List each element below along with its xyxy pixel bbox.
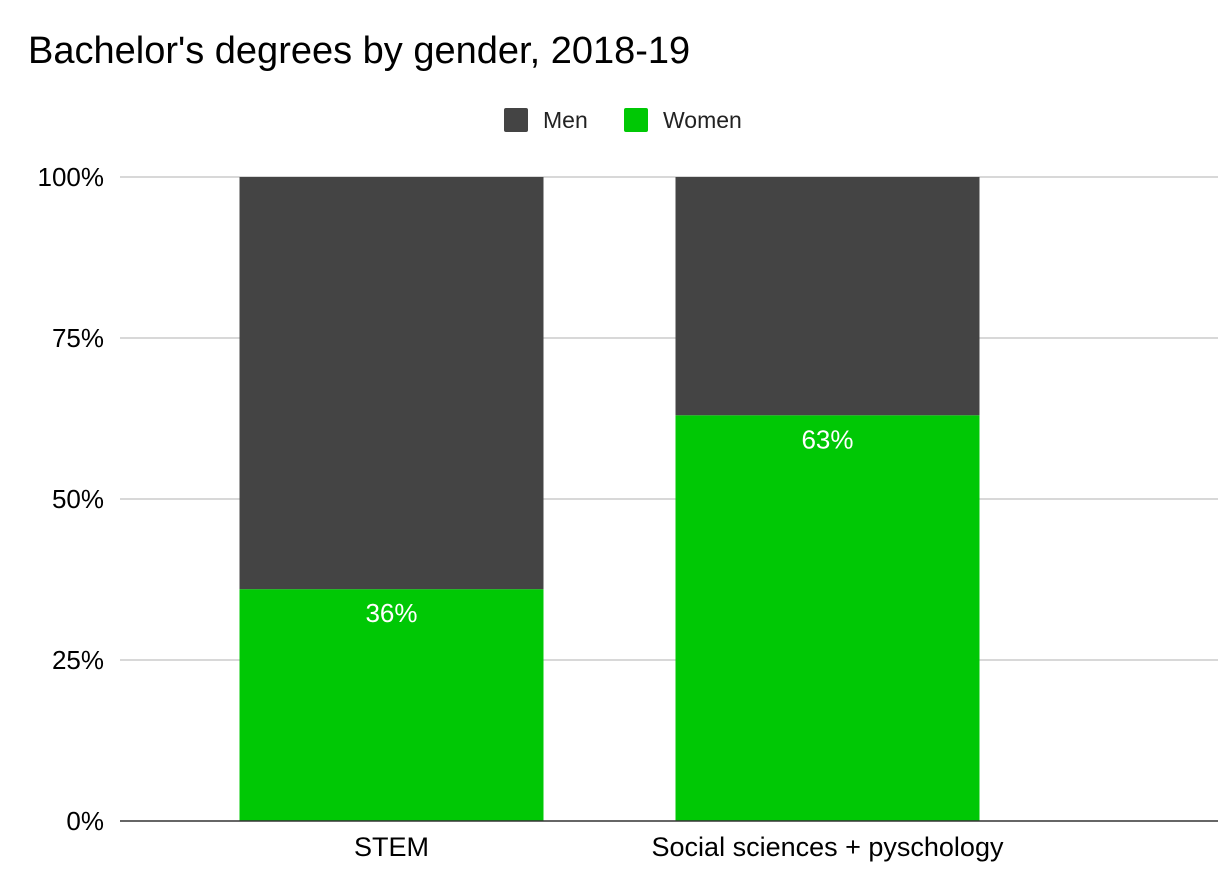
axes: 0% 25% 50% 75% 100% STEM Social sciences + pys… <box>38 162 1218 862</box>
bar-women <box>239 589 544 821</box>
y-tick-label: 100% <box>38 162 105 192</box>
data-label: 36% <box>365 598 417 628</box>
legend-label-men: Men <box>543 107 588 133</box>
legend-swatch-men <box>504 108 528 132</box>
bar-men <box>675 177 980 416</box>
y-tick-label: 75% <box>52 323 104 353</box>
legend-label-women: Women <box>663 107 742 133</box>
y-tick-label: 50% <box>52 484 104 514</box>
data-label: 63% <box>801 424 853 454</box>
labels: 36% 63% <box>365 424 853 628</box>
legend: Men Women <box>504 107 742 133</box>
x-tick-label: STEM <box>354 832 429 862</box>
bars <box>239 177 980 821</box>
y-tick-label: 0% <box>66 806 104 836</box>
y-tick-label: 25% <box>52 645 104 675</box>
bar-women <box>675 415 980 821</box>
bar-men <box>239 177 544 590</box>
legend-swatch-women <box>624 108 648 132</box>
chart-title: Bachelor's degrees by gender, 2018-19 <box>28 30 691 72</box>
x-tick-label: Social sciences + pyschology <box>652 832 1004 862</box>
